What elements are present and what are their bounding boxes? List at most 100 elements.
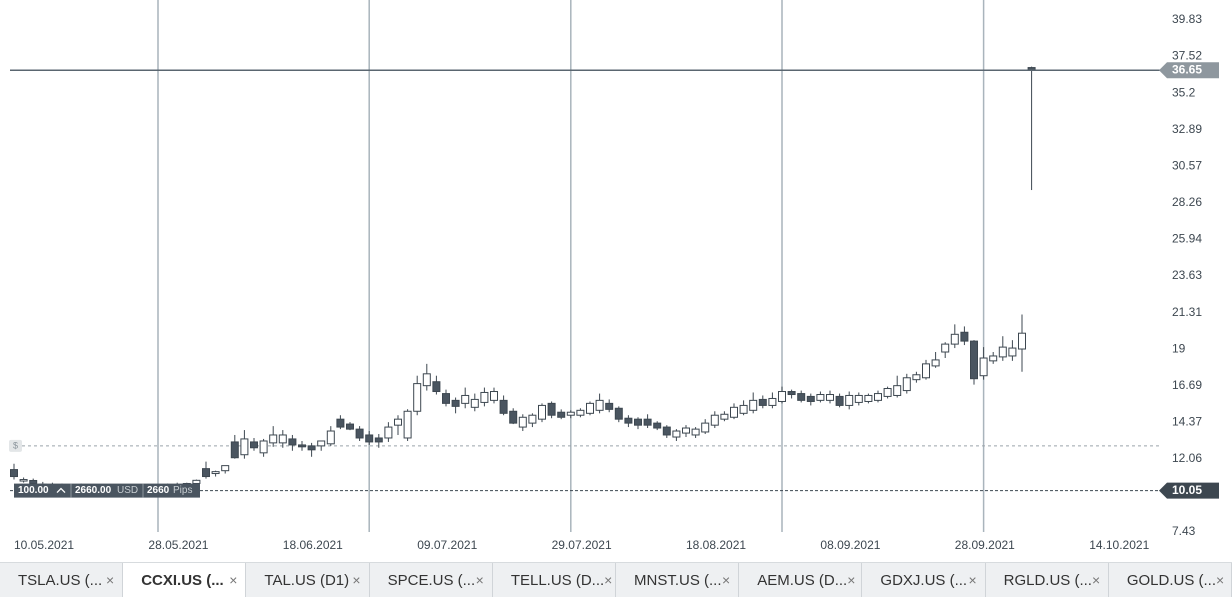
tab-close[interactable]: ×: [722, 572, 731, 588]
tab[interactable]: RGLD.US (... ×: [986, 563, 1109, 597]
position-caret: [56, 487, 66, 494]
candle-body: [432, 381, 441, 393]
position-profit: 2660.00: [75, 485, 112, 496]
y-tick-label: 32.89: [1172, 122, 1202, 136]
position-box: [14, 483, 200, 498]
candle-body: [317, 440, 326, 447]
candle-body: [864, 394, 873, 402]
candle-body: [336, 418, 345, 428]
candle-body: [528, 414, 537, 424]
candle-body: [710, 414, 719, 426]
candle-body: [394, 418, 402, 426]
tab[interactable]: MNST.US (... ×: [616, 563, 740, 597]
tab[interactable]: CCXI.US (... ×: [123, 563, 247, 597]
tab-label: MNST.US (...: [634, 571, 722, 589]
candle-body: [461, 394, 470, 404]
candle-body: [826, 394, 834, 401]
candle-body: [912, 374, 921, 381]
candle-body: [960, 331, 969, 342]
candle-body: [10, 469, 18, 478]
position-volume: 100.00: [18, 485, 49, 496]
candle-body: [874, 393, 882, 401]
candle-body: [326, 430, 335, 445]
candle-body: [29, 479, 38, 484]
candle-body: [662, 426, 671, 436]
candle-body: [787, 391, 796, 396]
candle-body: [605, 402, 614, 410]
candle-body: [701, 422, 710, 433]
candle-body: [259, 440, 268, 454]
candle-body: [211, 471, 220, 475]
tab-close[interactable]: ×: [1091, 572, 1101, 588]
candle-body: [653, 422, 662, 429]
candle-body: [192, 479, 201, 484]
candle-body: [451, 399, 460, 407]
x-tick-label: 09.07.2021: [417, 538, 477, 552]
tab-close[interactable]: ×: [968, 572, 977, 588]
tab-label: GDXJ.US (...: [880, 571, 968, 589]
candle-body: [979, 357, 988, 377]
tab-close[interactable]: ×: [352, 572, 361, 588]
candle-body: [643, 418, 652, 426]
candle-body: [931, 359, 940, 367]
y-tick-label: 16.69: [1172, 378, 1202, 392]
y-tick-label: 39.83: [1172, 12, 1202, 26]
candle-body: [221, 465, 230, 472]
tab[interactable]: SPCE.US (... ×: [370, 563, 493, 597]
candle-body: [422, 373, 431, 387]
candle-body: [202, 468, 210, 478]
candle-body: [720, 413, 729, 420]
candle-body: [1018, 332, 1026, 350]
tab[interactable]: TSLA.US (... ×: [0, 563, 124, 597]
candle-body: [816, 394, 825, 401]
candle-body: [250, 441, 258, 449]
candle-body: [989, 355, 998, 362]
tab-label: TSLA.US (...: [18, 571, 103, 589]
candle-body: [355, 428, 364, 439]
candle-body: [672, 430, 681, 438]
candle-body: [374, 437, 383, 443]
candle-body: [586, 402, 594, 414]
tab-close[interactable]: ×: [604, 572, 613, 588]
candle-body: [518, 416, 527, 428]
tab-close[interactable]: ×: [475, 572, 484, 588]
tab-label: TELL.US (D...: [510, 571, 605, 589]
y-tick-label: 21.31: [1172, 305, 1202, 319]
tab-close[interactable]: ×: [1216, 572, 1225, 588]
candle-body: [749, 399, 758, 411]
candle-body: [576, 409, 585, 416]
y-tick-label: 7.43: [1172, 524, 1196, 538]
candle-body: [509, 410, 518, 424]
tab-close[interactable]: ×: [106, 572, 115, 588]
y-tick-label: 19: [1172, 341, 1186, 355]
tab[interactable]: GOLD.US (... ×: [1109, 563, 1232, 597]
tab[interactable]: TELL.US (D... ×: [493, 563, 617, 597]
position-pips-unit: Pips: [173, 485, 192, 496]
x-tick-label: 10.05.2021: [14, 538, 74, 552]
candle-body: [240, 438, 249, 456]
x-tick-label: 29.07.2021: [552, 538, 612, 552]
tab[interactable]: AEM.US (D... ×: [739, 563, 863, 597]
candle-body: [230, 441, 239, 459]
candle-body: [403, 410, 412, 439]
stop-price-label: 10.05: [1172, 483, 1202, 497]
tab-close[interactable]: ×: [229, 572, 238, 588]
tab-close[interactable]: ×: [847, 572, 856, 588]
x-tick-label: 14.10.2021: [1089, 538, 1149, 552]
candle-body: [758, 398, 767, 406]
candle-body: [950, 333, 959, 345]
tab[interactable]: GDXJ.US (... ×: [862, 563, 986, 597]
candle-body: [288, 438, 297, 446]
y-tick-label: 28.26: [1172, 195, 1202, 209]
candle-body: [19, 479, 28, 482]
candle-body: [538, 404, 546, 420]
tab[interactable]: TAL.US (D1) ×: [246, 563, 370, 597]
candle-body: [470, 398, 479, 408]
y-tick-label: 25.94: [1172, 232, 1202, 246]
candle-body: [634, 418, 642, 426]
candle-body: [941, 343, 950, 353]
candle-body: [307, 445, 316, 451]
candle-body: [595, 399, 604, 411]
candle-body: [902, 377, 911, 392]
